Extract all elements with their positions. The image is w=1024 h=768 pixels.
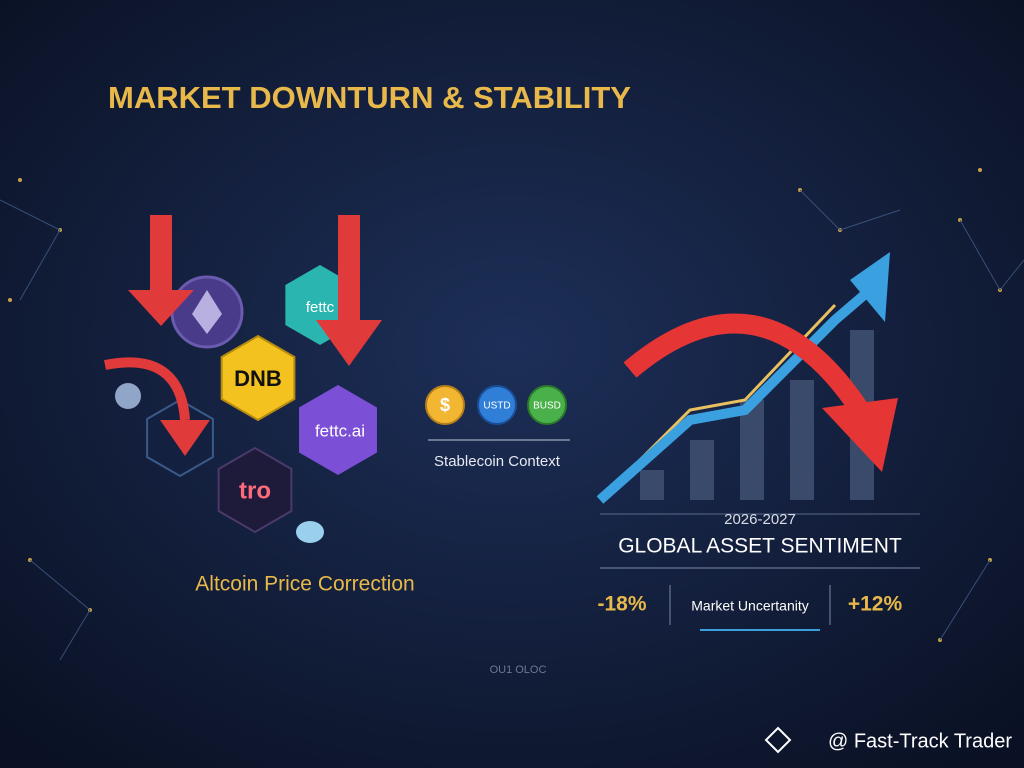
trend-line xyxy=(596,286,874,504)
token-label: fettc.ai xyxy=(315,421,365,440)
title: MARKET DOWNTURN & STABILITY xyxy=(108,80,631,115)
dot xyxy=(8,298,12,302)
token-label: DNB xyxy=(234,366,282,391)
chart-bar xyxy=(790,380,814,500)
coin xyxy=(527,385,567,425)
network-line xyxy=(0,189,1024,661)
sentiment-left: -18% xyxy=(597,593,646,616)
token-hex xyxy=(220,334,296,422)
token-label: tro xyxy=(239,477,271,504)
trend-arrow-head xyxy=(850,252,890,322)
coin-label: BUSD xyxy=(533,401,561,412)
down-arrow-head xyxy=(316,320,382,366)
sentiment-middle: Market Uncertanity xyxy=(691,598,808,614)
period: 2026-2027 xyxy=(724,511,796,528)
coin xyxy=(477,385,517,425)
downturn-arrow-head xyxy=(822,398,898,472)
dot xyxy=(18,178,22,182)
user-icon xyxy=(115,383,141,409)
coin-label: USTD xyxy=(483,401,510,412)
down-arrow xyxy=(150,215,172,293)
eth-logo xyxy=(192,290,222,334)
pager: OU1 OLOC xyxy=(490,664,547,676)
sentiment-right: +12% xyxy=(848,593,903,616)
dot xyxy=(978,168,982,172)
curved-arrow xyxy=(104,357,190,421)
texts: MARKET DOWNTURN & STABILITY fettc DNB fe… xyxy=(108,80,1012,752)
chart-bar xyxy=(690,440,714,500)
down-arrow-head xyxy=(128,290,194,326)
decorations xyxy=(0,168,1024,754)
curved-arrow-head xyxy=(160,420,210,456)
token-hex xyxy=(217,446,293,534)
coin xyxy=(425,385,465,425)
logo-icon xyxy=(764,726,792,754)
sentiment-title: GLOBAL ASSET SENTIMENT xyxy=(618,535,902,558)
credit: @ Fast-Track Trader xyxy=(828,730,1012,752)
down-arrow xyxy=(338,215,360,323)
coin-label: $ xyxy=(440,395,450,415)
downturn-arc xyxy=(623,313,869,416)
token-hex xyxy=(299,385,377,475)
chart-bar xyxy=(640,470,664,500)
altcoin-caption: Altcoin Price Correction xyxy=(195,573,414,596)
stablecoin-caption: Stablecoin Context xyxy=(434,453,561,470)
chart-bar xyxy=(740,400,764,500)
token-label: fettc xyxy=(306,299,335,316)
chat-icon xyxy=(296,521,324,543)
